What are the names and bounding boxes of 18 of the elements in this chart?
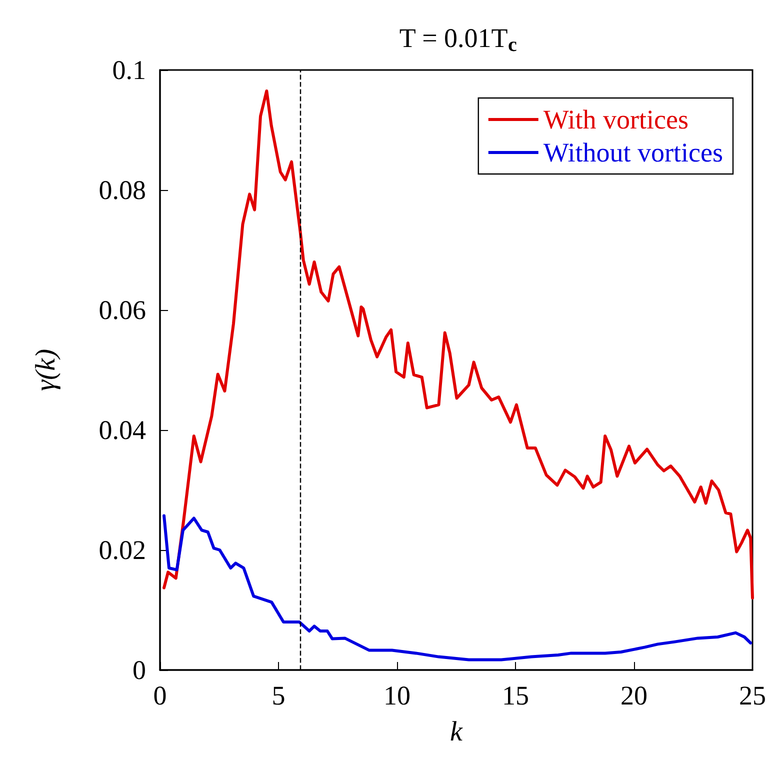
x-tick-label: 10 (384, 680, 410, 710)
y-tick-label: 0.06 (98, 295, 146, 325)
legend-label: Without vortices (543, 138, 724, 168)
y-tick-label: 0.1 (112, 55, 146, 85)
legend-label: With vortices (543, 104, 688, 134)
y-axis-title: γ(k) (30, 348, 62, 392)
y-tick-label: 0 (132, 655, 146, 685)
x-tick-label: 0 (153, 680, 167, 710)
x-tick-label: 5 (272, 680, 286, 710)
x-tick-label: 15 (502, 680, 529, 710)
x-tick-label: 20 (620, 680, 648, 710)
line-series (162, 90, 754, 600)
y-tick-label: 0.08 (98, 175, 146, 205)
line-series (162, 514, 752, 662)
y-tick-label: 0.04 (98, 415, 146, 445)
x-tick-label: 25 (739, 680, 766, 710)
x-axis-title: k (450, 716, 464, 748)
y-tick-label: 0.02 (98, 535, 146, 565)
